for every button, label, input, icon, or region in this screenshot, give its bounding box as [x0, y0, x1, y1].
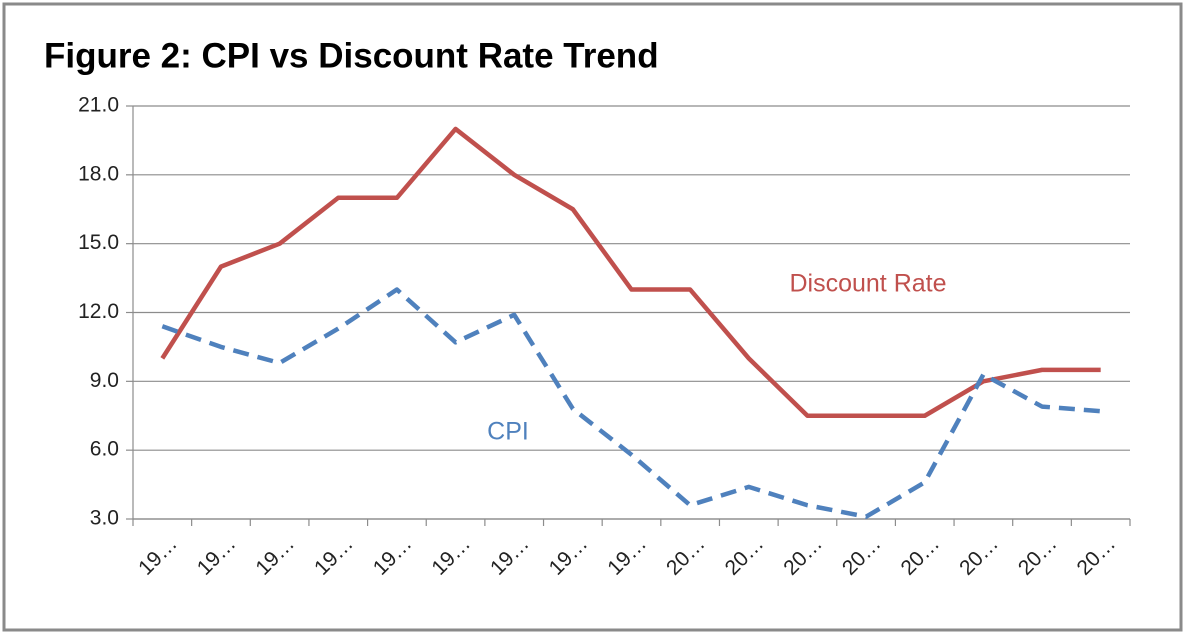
series-line	[161, 287, 1101, 519]
y-tick-label: 9.0	[90, 369, 119, 392]
y-tick-label: 6.0	[90, 438, 119, 461]
y-tick-label: 12.0	[78, 300, 119, 323]
y-tick-label: 3.0	[90, 507, 119, 530]
y-tick-label: 18.0	[78, 162, 119, 185]
y-tick-label: 21.0	[78, 94, 119, 117]
series-label: Discount Rate	[789, 270, 946, 298]
chart-title: Figure 2: CPI vs Discount Rate Trend	[44, 36, 659, 75]
series-label: CPI	[487, 418, 529, 446]
series-line	[160, 126, 1101, 418]
y-tick-label: 15.0	[78, 231, 119, 254]
